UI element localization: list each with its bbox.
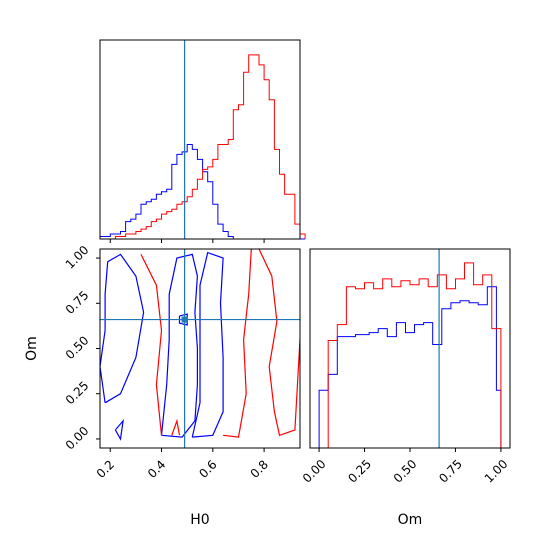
tick-label-om-x-4: 1.00 [482,457,511,486]
tick-label-om-y-3: 0.75 [63,288,92,317]
tick-label-om-y-0: 0.00 [63,424,92,453]
contour-blue-4 [114,418,124,441]
tick-label-om-y-4: 1.00 [63,243,92,272]
hist-h0-blue-series [99,144,306,240]
y-axis-label-om: Om [24,336,40,361]
tick-label-h0-1: 0.4 [145,457,168,480]
hist-om-blue-series [318,286,502,448]
x-axis-label-om: Om [398,512,423,528]
tick-label-h0-3: 0.8 [248,457,271,480]
tick-label-om-y-2: 0.50 [63,333,92,362]
contour-blue-1 [160,253,199,438]
tick-label-om-y-1: 0.25 [63,379,92,408]
contour-blue-0 [100,253,145,404]
hist-h0-red-series [100,54,306,240]
tick-label-om-x-1: 0.25 [345,457,374,486]
truth-marker [181,316,188,323]
tick-label-om-x-3: 0.75 [436,457,465,486]
contour-red-0 [140,254,163,436]
contour-red-2 [258,249,300,437]
panel-h0-hist-frame [99,39,301,240]
contour-blue-2 [191,251,224,438]
x-axis-label-h0: H0 [190,512,209,528]
tick-label-h0-0: 0.2 [94,457,117,480]
contour-red-3 [171,418,181,436]
tick-label-h0-2: 0.6 [196,457,219,480]
panel-om-hist-frame [309,248,511,449]
hist-om-red-series [319,262,502,449]
contour-red-1 [223,249,252,438]
tick-label-om-x-0: 0.00 [300,457,329,486]
tick-label-om-x-2: 0.50 [391,457,420,486]
